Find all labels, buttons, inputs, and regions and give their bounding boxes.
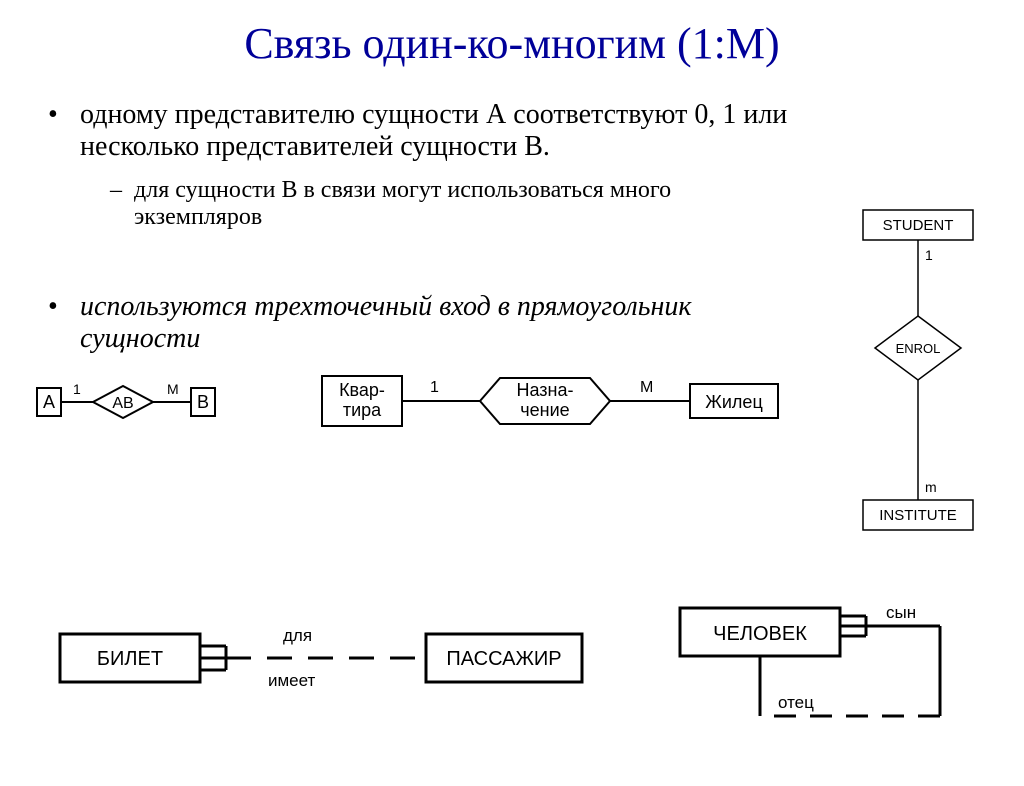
svg-text:m: m <box>925 479 937 495</box>
svg-text:отец: отец <box>778 693 814 712</box>
svg-text:сын: сын <box>886 603 916 622</box>
svg-text:1: 1 <box>430 379 439 396</box>
bullet-1: одному представителю сущности А соответс… <box>48 99 804 163</box>
bullet-2: используются трехточечный вход в прямоуг… <box>48 291 724 355</box>
svg-text:АВ: АВ <box>112 395 133 412</box>
svg-text:Жилец: Жилец <box>705 392 763 412</box>
diagram-apartment: Квар- тира 1 Назна- чение М Жилец <box>320 368 790 438</box>
svg-text:для: для <box>283 626 312 645</box>
diagram-ab: А 1 АВ М В <box>35 378 255 428</box>
svg-text:А: А <box>43 392 55 412</box>
svg-text:1: 1 <box>925 247 933 263</box>
svg-text:М: М <box>167 381 179 397</box>
svg-text:тира: тира <box>343 400 382 420</box>
svg-text:М: М <box>640 379 653 396</box>
diagram-student-institute: STUDENT 1 ENROL m INSTITUTE <box>843 208 993 538</box>
svg-text:имеет: имеет <box>268 671 316 690</box>
svg-text:INSTITUTE: INSTITUTE <box>879 507 957 524</box>
svg-text:1: 1 <box>73 381 81 397</box>
sub-bullet-1: для сущности В в связи могут использоват… <box>110 177 764 231</box>
svg-text:Назна-: Назна- <box>516 380 573 400</box>
svg-text:БИЛЕТ: БИЛЕТ <box>97 648 163 670</box>
svg-text:ЧЕЛОВЕК: ЧЕЛОВЕК <box>713 623 807 645</box>
svg-text:STUDENT: STUDENT <box>883 217 954 234</box>
diagram-person: ЧЕЛОВЕК сын отец <box>640 598 1000 748</box>
diagram-ticket-passenger: БИЛЕТ для имеет ПАССАЖИР <box>58 616 588 706</box>
svg-text:ENROL: ENROL <box>896 341 941 356</box>
svg-text:Квар-: Квар- <box>339 380 385 400</box>
svg-text:ПАССАЖИР: ПАССАЖИР <box>446 648 561 670</box>
svg-text:чение: чение <box>520 400 569 420</box>
page-title: Связь один-ко-многим (1:М) <box>0 18 1024 69</box>
svg-text:В: В <box>197 392 209 412</box>
